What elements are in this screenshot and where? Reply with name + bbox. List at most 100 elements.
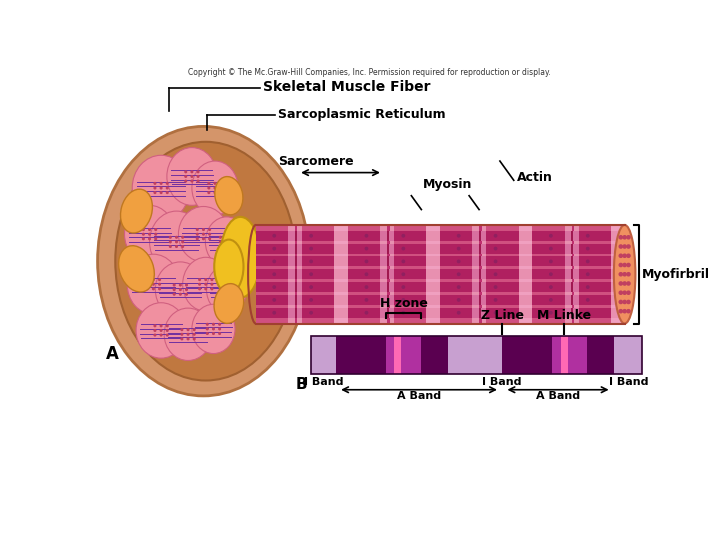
Circle shape bbox=[549, 298, 553, 302]
Circle shape bbox=[186, 338, 189, 340]
Circle shape bbox=[622, 300, 627, 304]
Text: I Band: I Band bbox=[482, 377, 522, 387]
Bar bbox=[336, 336, 448, 374]
Bar bbox=[426, 295, 440, 305]
Ellipse shape bbox=[214, 284, 243, 323]
Circle shape bbox=[166, 325, 168, 327]
Bar bbox=[256, 308, 334, 318]
Circle shape bbox=[219, 288, 222, 291]
Circle shape bbox=[272, 247, 276, 251]
Bar bbox=[380, 226, 394, 323]
Bar bbox=[387, 226, 390, 323]
Bar bbox=[611, 269, 625, 279]
Circle shape bbox=[272, 298, 276, 302]
Text: Myosin: Myosin bbox=[423, 178, 472, 191]
Circle shape bbox=[198, 278, 201, 281]
Circle shape bbox=[160, 186, 163, 190]
Circle shape bbox=[208, 233, 211, 236]
Circle shape bbox=[193, 328, 196, 331]
Bar bbox=[426, 244, 440, 254]
Circle shape bbox=[166, 186, 168, 190]
Bar bbox=[380, 295, 394, 305]
Circle shape bbox=[549, 285, 553, 289]
Circle shape bbox=[622, 291, 627, 295]
Circle shape bbox=[154, 237, 157, 240]
Circle shape bbox=[153, 329, 156, 332]
Text: H zone: H zone bbox=[379, 298, 428, 310]
Circle shape bbox=[207, 182, 210, 185]
Circle shape bbox=[158, 283, 161, 286]
Circle shape bbox=[618, 272, 623, 276]
Circle shape bbox=[198, 283, 201, 286]
Circle shape bbox=[272, 272, 276, 276]
Bar bbox=[572, 226, 574, 323]
Ellipse shape bbox=[115, 142, 296, 381]
Circle shape bbox=[204, 278, 207, 281]
Circle shape bbox=[549, 260, 553, 264]
Bar bbox=[518, 231, 532, 241]
Circle shape bbox=[213, 191, 217, 194]
Bar bbox=[552, 336, 572, 374]
Circle shape bbox=[180, 338, 184, 340]
Circle shape bbox=[231, 288, 234, 291]
Bar bbox=[386, 336, 405, 374]
Circle shape bbox=[626, 309, 631, 314]
Bar bbox=[256, 225, 625, 323]
Bar bbox=[571, 256, 573, 266]
Circle shape bbox=[626, 300, 631, 304]
Ellipse shape bbox=[119, 246, 154, 292]
Circle shape bbox=[456, 260, 461, 264]
Bar bbox=[288, 231, 302, 241]
Circle shape bbox=[402, 272, 405, 276]
Circle shape bbox=[622, 235, 627, 240]
Circle shape bbox=[219, 284, 222, 287]
Circle shape bbox=[586, 298, 590, 302]
Bar bbox=[472, 308, 486, 318]
Circle shape bbox=[364, 311, 369, 315]
Bar bbox=[440, 244, 518, 254]
Bar bbox=[564, 231, 579, 241]
Circle shape bbox=[210, 278, 213, 281]
Circle shape bbox=[153, 325, 156, 327]
Text: Sarcoplasmic Reticulum: Sarcoplasmic Reticulum bbox=[278, 107, 446, 120]
Ellipse shape bbox=[127, 254, 179, 314]
Circle shape bbox=[202, 228, 205, 231]
Bar bbox=[440, 269, 518, 279]
Circle shape bbox=[626, 272, 631, 276]
Bar bbox=[387, 282, 389, 292]
Bar bbox=[401, 336, 421, 374]
Bar bbox=[311, 336, 336, 374]
Circle shape bbox=[160, 325, 163, 327]
Circle shape bbox=[218, 327, 221, 330]
Ellipse shape bbox=[215, 177, 243, 215]
Circle shape bbox=[184, 179, 187, 183]
Ellipse shape bbox=[98, 126, 310, 396]
Circle shape bbox=[364, 234, 369, 238]
Bar bbox=[387, 231, 389, 241]
Circle shape bbox=[213, 182, 217, 185]
Text: I Band: I Band bbox=[608, 377, 648, 387]
Circle shape bbox=[213, 186, 217, 190]
Bar bbox=[479, 231, 481, 241]
Bar bbox=[387, 256, 389, 266]
Bar bbox=[571, 282, 573, 292]
Bar bbox=[348, 282, 426, 292]
Circle shape bbox=[168, 245, 172, 248]
Circle shape bbox=[198, 287, 201, 291]
Circle shape bbox=[206, 327, 209, 330]
Bar bbox=[518, 282, 532, 292]
Circle shape bbox=[225, 288, 228, 291]
Circle shape bbox=[145, 287, 149, 291]
Circle shape bbox=[456, 311, 461, 315]
Circle shape bbox=[212, 327, 215, 330]
Bar bbox=[479, 282, 481, 292]
Bar bbox=[426, 231, 440, 241]
Circle shape bbox=[158, 278, 161, 281]
Bar bbox=[571, 269, 573, 279]
Text: B: B bbox=[296, 377, 307, 393]
Bar bbox=[472, 256, 486, 266]
Circle shape bbox=[197, 175, 199, 178]
Circle shape bbox=[175, 240, 178, 244]
Circle shape bbox=[184, 170, 187, 173]
Circle shape bbox=[204, 287, 207, 291]
